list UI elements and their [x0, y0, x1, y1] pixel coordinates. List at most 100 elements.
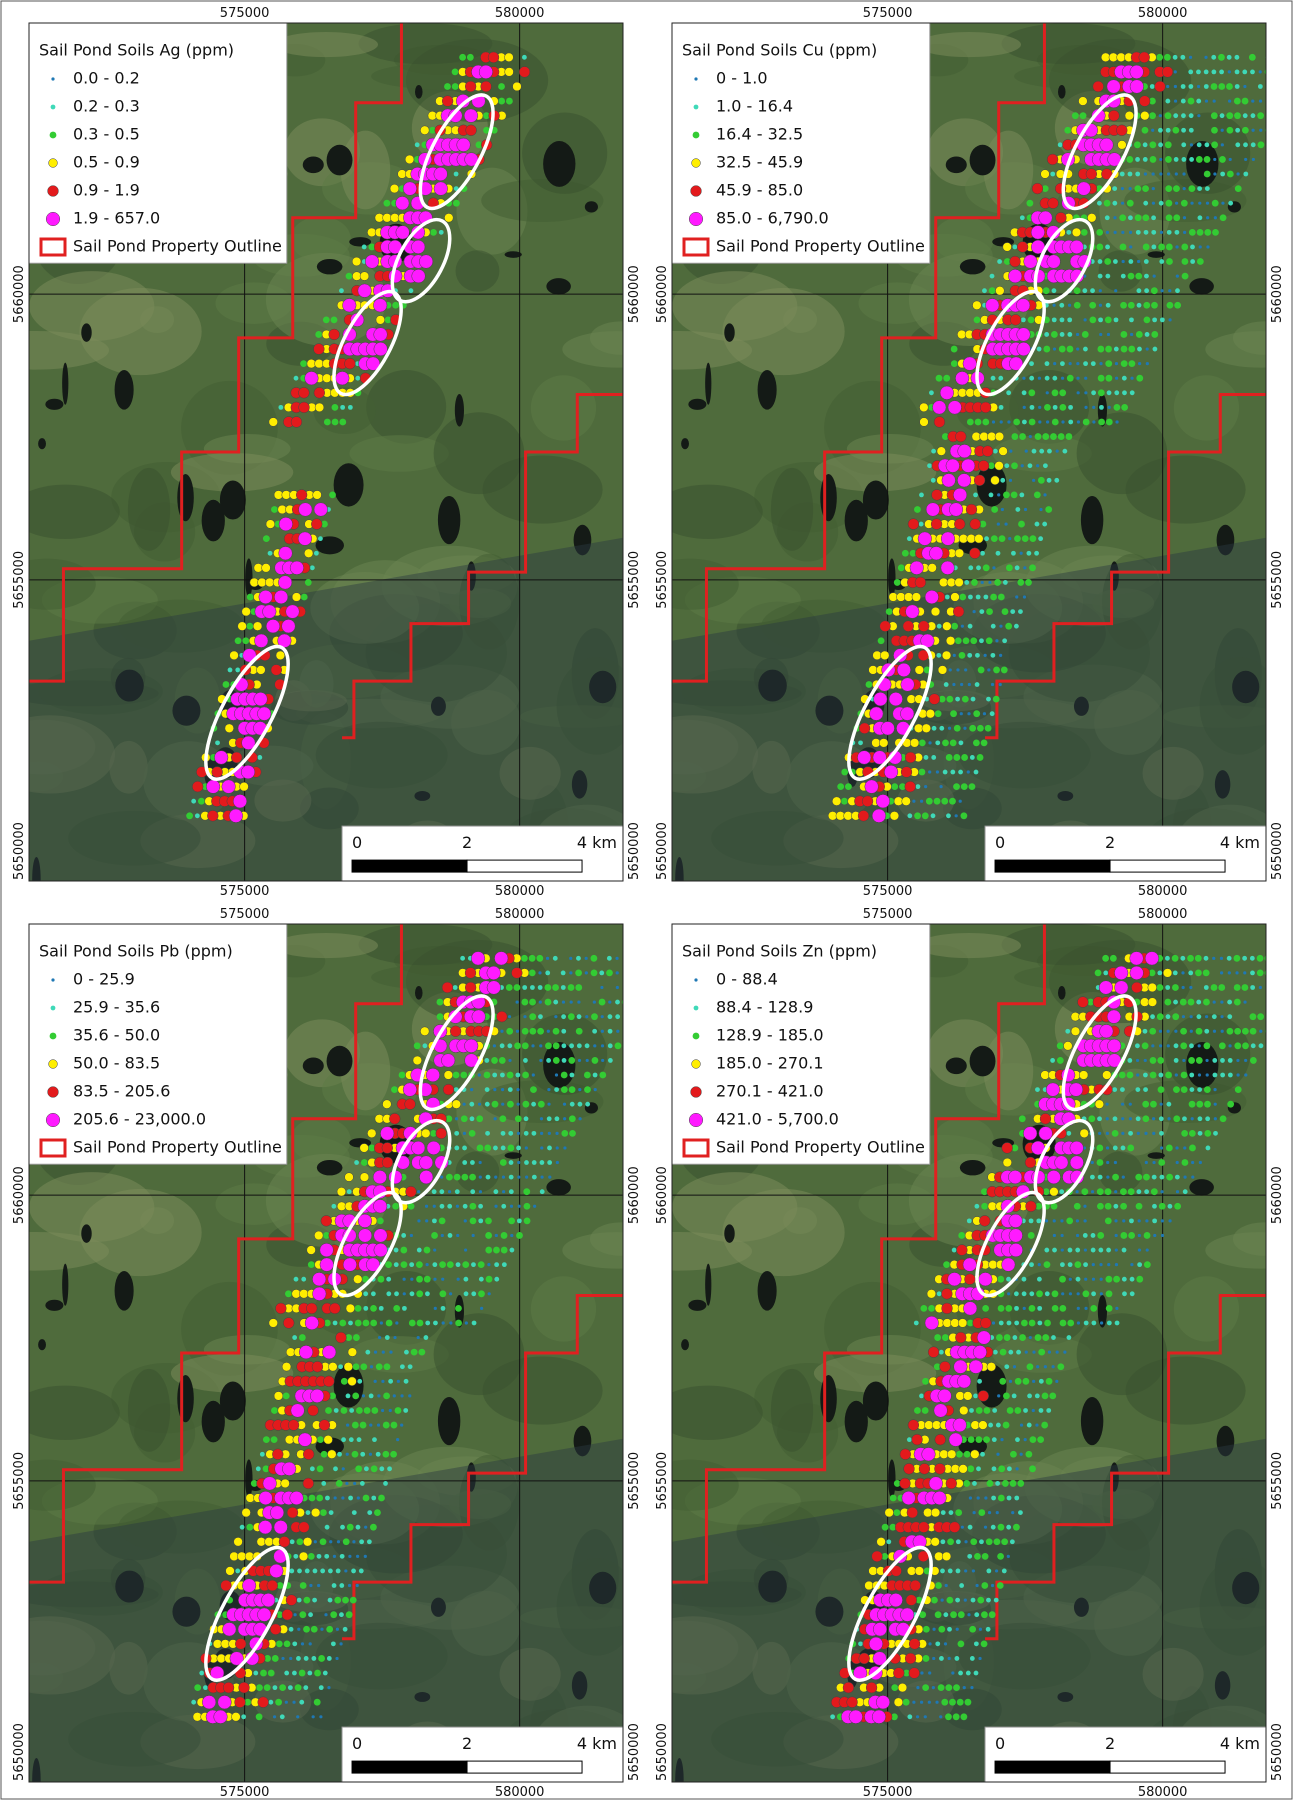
- sample-point: [1213, 172, 1217, 176]
- sample-point: [976, 1466, 981, 1472]
- sample-point: [1099, 1292, 1103, 1296]
- sample-point: [516, 1131, 521, 1135]
- sample-point: [455, 1304, 462, 1312]
- legend-label: 88.4 - 128.9: [716, 998, 813, 1017]
- sample-point: [530, 1086, 537, 1093]
- sample-point: [888, 1593, 903, 1608]
- sample-point: [1105, 1102, 1109, 1106]
- sample-point: [293, 1553, 299, 1559]
- sample-point: [246, 593, 254, 601]
- sample-point: [994, 461, 1004, 471]
- sample-point: [939, 1361, 951, 1373]
- terrain-patch: [499, 746, 561, 800]
- sample-point: [941, 1551, 952, 1561]
- sample-point: [936, 1291, 942, 1297]
- sample-point: [569, 956, 573, 960]
- sample-point: [977, 1596, 985, 1604]
- sample-point: [319, 1257, 334, 1272]
- sample-point: [577, 1058, 582, 1063]
- sample-point: [383, 199, 391, 207]
- y-coord-label: 5660000: [12, 265, 27, 323]
- sample-point: [411, 239, 426, 254]
- sample-point: [544, 998, 552, 1006]
- sample-point: [992, 448, 998, 454]
- terrain-patch: [672, 715, 759, 794]
- sample-point: [1165, 1014, 1171, 1020]
- sample-point: [513, 984, 521, 991]
- sample-point: [341, 1437, 346, 1443]
- sample-point: [335, 1480, 343, 1487]
- sample-point: [1196, 69, 1201, 75]
- sample-point: [1212, 1000, 1216, 1004]
- sample-point: [998, 1320, 1004, 1326]
- sample-point: [1219, 971, 1224, 975]
- sample-point: [237, 621, 247, 631]
- sample-point: [986, 1568, 992, 1574]
- sample-point: [440, 1175, 444, 1179]
- sample-point: [345, 1611, 353, 1619]
- sample-point: [375, 1451, 381, 1457]
- sample-point: [1168, 1219, 1172, 1223]
- sample-point: [980, 550, 985, 556]
- sample-point: [919, 1393, 924, 1399]
- sample-point: [524, 1160, 529, 1165]
- sample-point: [1018, 609, 1023, 614]
- sample-point: [914, 665, 924, 675]
- sample-point: [1073, 1202, 1081, 1210]
- sample-point: [1175, 274, 1179, 278]
- legend-label: 205.6 - 23,000.0: [73, 1110, 206, 1129]
- sample-point: [547, 1102, 551, 1106]
- sample-point: [1006, 1495, 1012, 1501]
- sample-point: [391, 1086, 398, 1093]
- lake: [571, 1671, 588, 1700]
- sample-point: [368, 243, 376, 251]
- sample-point: [990, 1524, 996, 1530]
- sample-point: [331, 1583, 337, 1588]
- sample-point: [500, 1087, 505, 1092]
- sample-point: [1196, 142, 1202, 148]
- sample-point: [477, 1102, 482, 1106]
- sample-point: [1092, 420, 1096, 424]
- sample-point: [1142, 185, 1149, 192]
- sample-point: [1242, 1042, 1249, 1050]
- terrain-patch: [254, 779, 312, 822]
- scale-label: 4 km: [1220, 1734, 1260, 1753]
- sample-point: [955, 696, 960, 702]
- sample-point: [926, 1289, 937, 1299]
- sample-point: [433, 1306, 437, 1310]
- sample-point: [1118, 1071, 1126, 1079]
- sample-point: [1044, 1291, 1050, 1297]
- sample-point: [1090, 1174, 1095, 1180]
- lake: [1214, 770, 1231, 799]
- sample-point: [395, 196, 410, 211]
- sample-point: [1137, 1248, 1142, 1252]
- sample-point: [972, 1481, 977, 1486]
- sample-point: [969, 1625, 977, 1633]
- sample-point: [345, 1481, 349, 1486]
- sample-point: [1165, 243, 1173, 251]
- sample-point: [911, 592, 922, 602]
- sample-point: [1015, 595, 1019, 599]
- sample-point: [369, 1423, 373, 1427]
- sample-point: [1172, 54, 1178, 60]
- sample-point: [986, 1597, 991, 1603]
- sample-point: [1015, 507, 1021, 512]
- sample-point: [354, 1160, 359, 1165]
- terrain-patch: [711, 810, 844, 866]
- sample-point: [433, 1248, 437, 1252]
- sample-point: [292, 1700, 296, 1704]
- sample-point: [1097, 1116, 1102, 1122]
- lake: [888, 558, 896, 598]
- sample-point: [1067, 332, 1073, 337]
- sample-point: [990, 1583, 995, 1588]
- lake: [546, 278, 571, 295]
- sample-point: [1143, 1173, 1150, 1181]
- sample-point: [1173, 84, 1178, 89]
- sample-point: [928, 741, 932, 745]
- sample-point: [1210, 984, 1218, 991]
- lake: [316, 1159, 343, 1176]
- sample-point: [501, 1262, 507, 1268]
- sample-point: [1068, 404, 1073, 410]
- sample-point: [340, 1377, 348, 1385]
- sample-point: [934, 1334, 942, 1341]
